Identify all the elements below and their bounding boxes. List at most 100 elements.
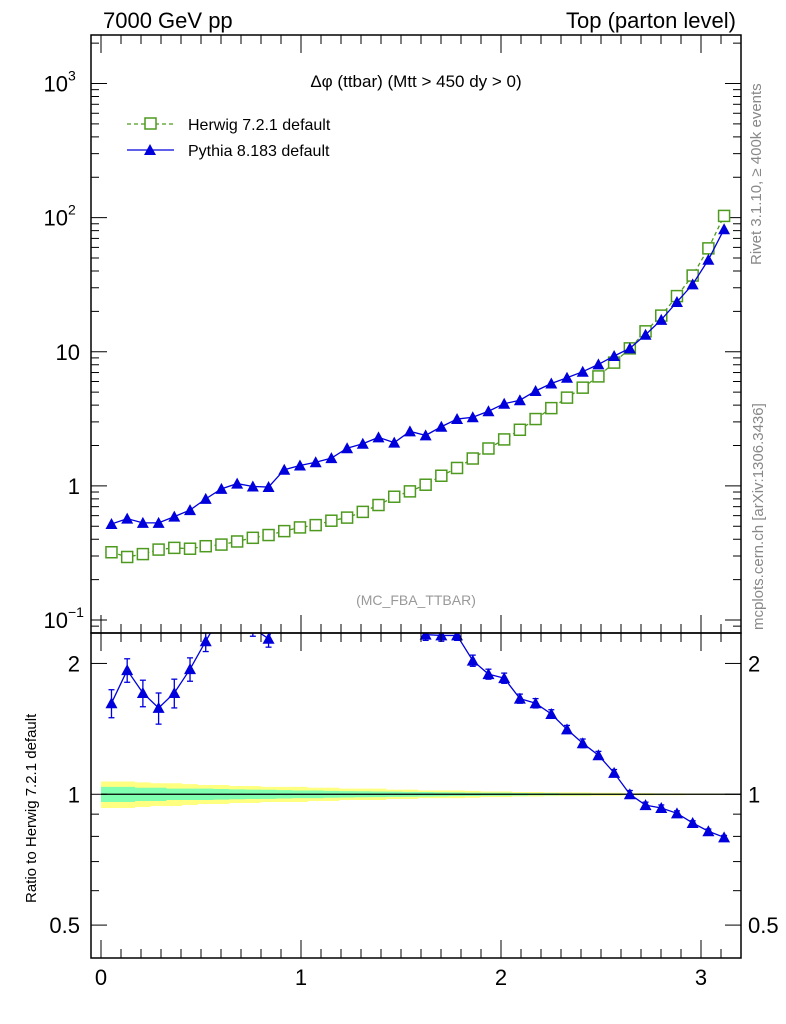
pythia-point — [686, 278, 699, 290]
x-tick-label: 0 — [95, 965, 107, 990]
ratio-pythia-point — [341, 563, 353, 574]
ratio-y-tick-label-right: 0.5 — [748, 913, 779, 938]
herwig-point — [120, 550, 134, 564]
ratio-ylabel: Ratio to Herwig 7.2.1 default — [23, 713, 40, 903]
ratio-series — [105, 563, 731, 843]
ratio-pythia-point — [561, 723, 573, 735]
herwig-point — [325, 514, 338, 527]
ratio-pythia-point — [529, 697, 542, 709]
pythia-point — [341, 442, 354, 454]
herwig-point — [372, 498, 385, 512]
herwig-point — [105, 546, 118, 559]
herwig-point — [215, 538, 228, 551]
main-y-tick-exponent: 3 — [68, 68, 76, 84]
ratio-pythia-point — [121, 664, 134, 676]
pythia-point — [435, 420, 448, 432]
herwig-point — [482, 442, 495, 455]
ratio-pythia-point — [168, 687, 181, 699]
ratio-pythia-point — [325, 585, 337, 596]
herwig-point — [246, 531, 260, 545]
pythia-point — [136, 516, 149, 528]
main-y-tick-label: 10 — [44, 206, 68, 231]
pythia-point — [105, 517, 118, 529]
herwig-point — [592, 370, 605, 383]
main-x-ticks — [100, 35, 742, 633]
ratio-pythia-point — [655, 801, 668, 813]
pythia-point — [403, 425, 416, 437]
rivet-label: Rivet 3.1.10, ≥ 400k events — [748, 83, 765, 265]
pythia-point — [592, 358, 605, 370]
pythia-point — [623, 342, 636, 354]
ratio-pythia-point — [686, 816, 699, 828]
pythia-point — [293, 459, 306, 471]
ratio-pythia-point — [278, 589, 290, 600]
x-tick-label: 2 — [495, 965, 507, 990]
x-tick-label: 1 — [295, 965, 307, 990]
ratio-pythia-point — [592, 749, 605, 761]
herwig-point — [419, 478, 432, 491]
ratio-pythia-point — [702, 825, 715, 837]
herwig-point — [545, 401, 558, 415]
pythia-point — [168, 510, 181, 522]
pythia-point — [451, 413, 464, 425]
pythia-point — [215, 482, 228, 494]
herwig-point — [262, 528, 275, 542]
x-tick-label: 3 — [695, 965, 707, 990]
herwig-point — [717, 209, 731, 223]
herwig-point — [435, 469, 448, 482]
herwig-point — [183, 542, 197, 555]
header-right: Top (parton level) — [566, 8, 736, 33]
pythia-point — [231, 477, 244, 489]
main-y-tick-exponent: 2 — [68, 202, 76, 218]
herwig-point — [356, 505, 370, 519]
ratio-y-tick-label: 0.5 — [49, 913, 80, 938]
ratio-pythia-point — [513, 692, 526, 704]
ratio-pythia-point — [388, 613, 400, 624]
main-series — [105, 209, 731, 564]
herwig-point — [560, 391, 574, 404]
pythia-point — [608, 349, 621, 361]
pythia-point — [670, 295, 683, 307]
herwig-point — [293, 521, 307, 534]
herwig-point — [152, 543, 165, 556]
pythia-line — [111, 228, 725, 525]
ratio-pythia-point — [373, 569, 385, 580]
ratio-pythia-point — [294, 587, 306, 598]
ratio-pythia-point — [419, 633, 432, 640]
herwig-point — [278, 524, 291, 538]
herwig-point — [466, 452, 480, 465]
mcplots-label: mcplots.cern.ch [arXiv:1306.3436] — [750, 403, 767, 630]
ratio-y-tick-label: 2 — [68, 651, 80, 676]
pythia-point — [372, 431, 385, 443]
pythia-point — [246, 480, 259, 492]
pythia-point — [419, 429, 432, 441]
legend-pythia-label: Pythia 8.183 default — [188, 143, 330, 160]
ratio-pythia-point — [482, 668, 495, 680]
herwig-point — [199, 539, 212, 553]
ratio-pythia-point — [639, 799, 652, 811]
ratio-pythia-point — [623, 788, 636, 800]
pythia-point — [309, 456, 322, 468]
herwig-point — [497, 433, 511, 446]
ratio-pythia-line — [110, 633, 725, 838]
pythia-point — [121, 512, 134, 524]
ratio-pythia-point — [310, 585, 322, 596]
herwig-point — [136, 547, 150, 561]
ratio-pythia-point — [215, 608, 227, 619]
ratio-y-axis: 0.5 0.5 1 1 2 2 — [49, 651, 778, 938]
legend-pythia-marker — [144, 144, 156, 155]
pythia-point — [513, 394, 526, 406]
herwig-line — [111, 215, 725, 558]
main-y-tick-label: 1 — [68, 474, 80, 499]
main-y-tick-exponent: −1 — [68, 604, 84, 620]
main-y-tick-label: 10 — [44, 72, 68, 97]
header-left: 7000 GeV pp — [103, 8, 233, 33]
herwig-point — [450, 461, 464, 475]
ratio-y-tick-label: 1 — [68, 782, 80, 807]
herwig-point — [340, 511, 354, 524]
pythia-point — [718, 223, 731, 235]
ratio-y-tick-label-right: 1 — [748, 782, 760, 807]
chart-title: Δφ (ttbar) (Mtt > 450 dy > 0) — [310, 72, 521, 91]
